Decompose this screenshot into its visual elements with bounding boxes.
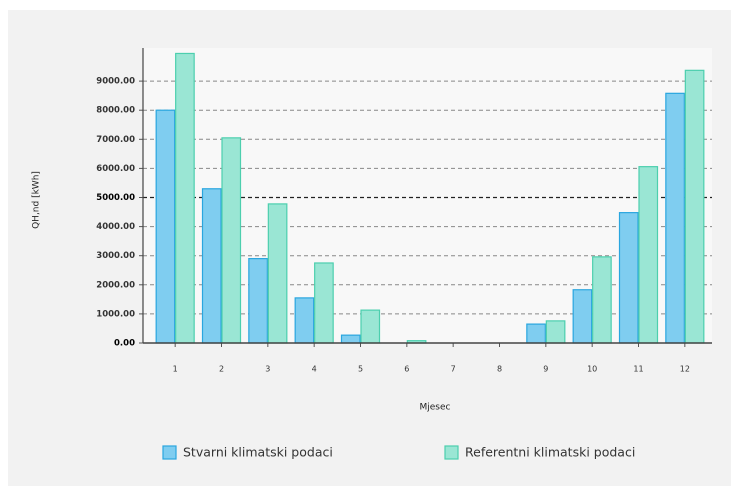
y-tick-label: 7000.00 xyxy=(96,135,135,145)
bar xyxy=(314,262,334,344)
x-tick-label: 7 xyxy=(451,365,456,374)
y-tick-label: 3000.00 xyxy=(96,251,135,261)
bar xyxy=(618,212,639,344)
x-tick-label: 11 xyxy=(633,365,643,374)
x-tick-label: 10 xyxy=(587,365,597,374)
x-tick-label: 8 xyxy=(497,365,502,374)
bar xyxy=(175,52,195,344)
y-tick-label: 5000.00 xyxy=(96,193,135,203)
legend-label: Referentni klimatski podaci xyxy=(465,445,635,460)
x-tick-label: 6 xyxy=(404,365,409,374)
x-tick-label: 3 xyxy=(265,365,270,374)
bar xyxy=(294,297,315,344)
bar xyxy=(526,323,546,344)
x-axis-label: Mjesec xyxy=(420,403,451,413)
x-tick-label: 4 xyxy=(312,365,317,374)
legend-label: Stvarni klimatski podaci xyxy=(183,445,333,460)
y-tick-label: 2000.00 xyxy=(96,280,135,290)
y-axis-label: QH,nd [kWh] xyxy=(32,171,42,229)
x-tick-label: 2 xyxy=(219,365,224,374)
x-tick-label: 1 xyxy=(173,365,178,374)
bar xyxy=(360,309,381,344)
bar xyxy=(592,256,612,344)
y-tick-label: 0.00 xyxy=(114,339,135,349)
bar xyxy=(665,92,685,344)
y-tick-label: 6000.00 xyxy=(96,164,135,174)
bar xyxy=(340,334,361,344)
x-tick-label: 9 xyxy=(543,365,548,374)
x-tick-label: 12 xyxy=(680,365,690,374)
bar xyxy=(572,289,593,344)
y-tick-label: 9000.00 xyxy=(96,77,135,87)
legend-swatch xyxy=(162,445,177,460)
bar xyxy=(684,69,705,344)
bar xyxy=(267,203,288,344)
y-tick-label: 4000.00 xyxy=(96,222,135,232)
bar xyxy=(221,137,242,344)
legend-swatch xyxy=(444,445,459,460)
bar xyxy=(638,166,659,344)
bar xyxy=(155,109,176,344)
y-tick-label: 1000.00 xyxy=(96,309,135,319)
bar xyxy=(201,188,222,344)
bar xyxy=(248,258,268,344)
bar xyxy=(545,320,566,344)
y-tick-label: 8000.00 xyxy=(96,106,135,116)
x-tick-label: 5 xyxy=(358,365,363,374)
